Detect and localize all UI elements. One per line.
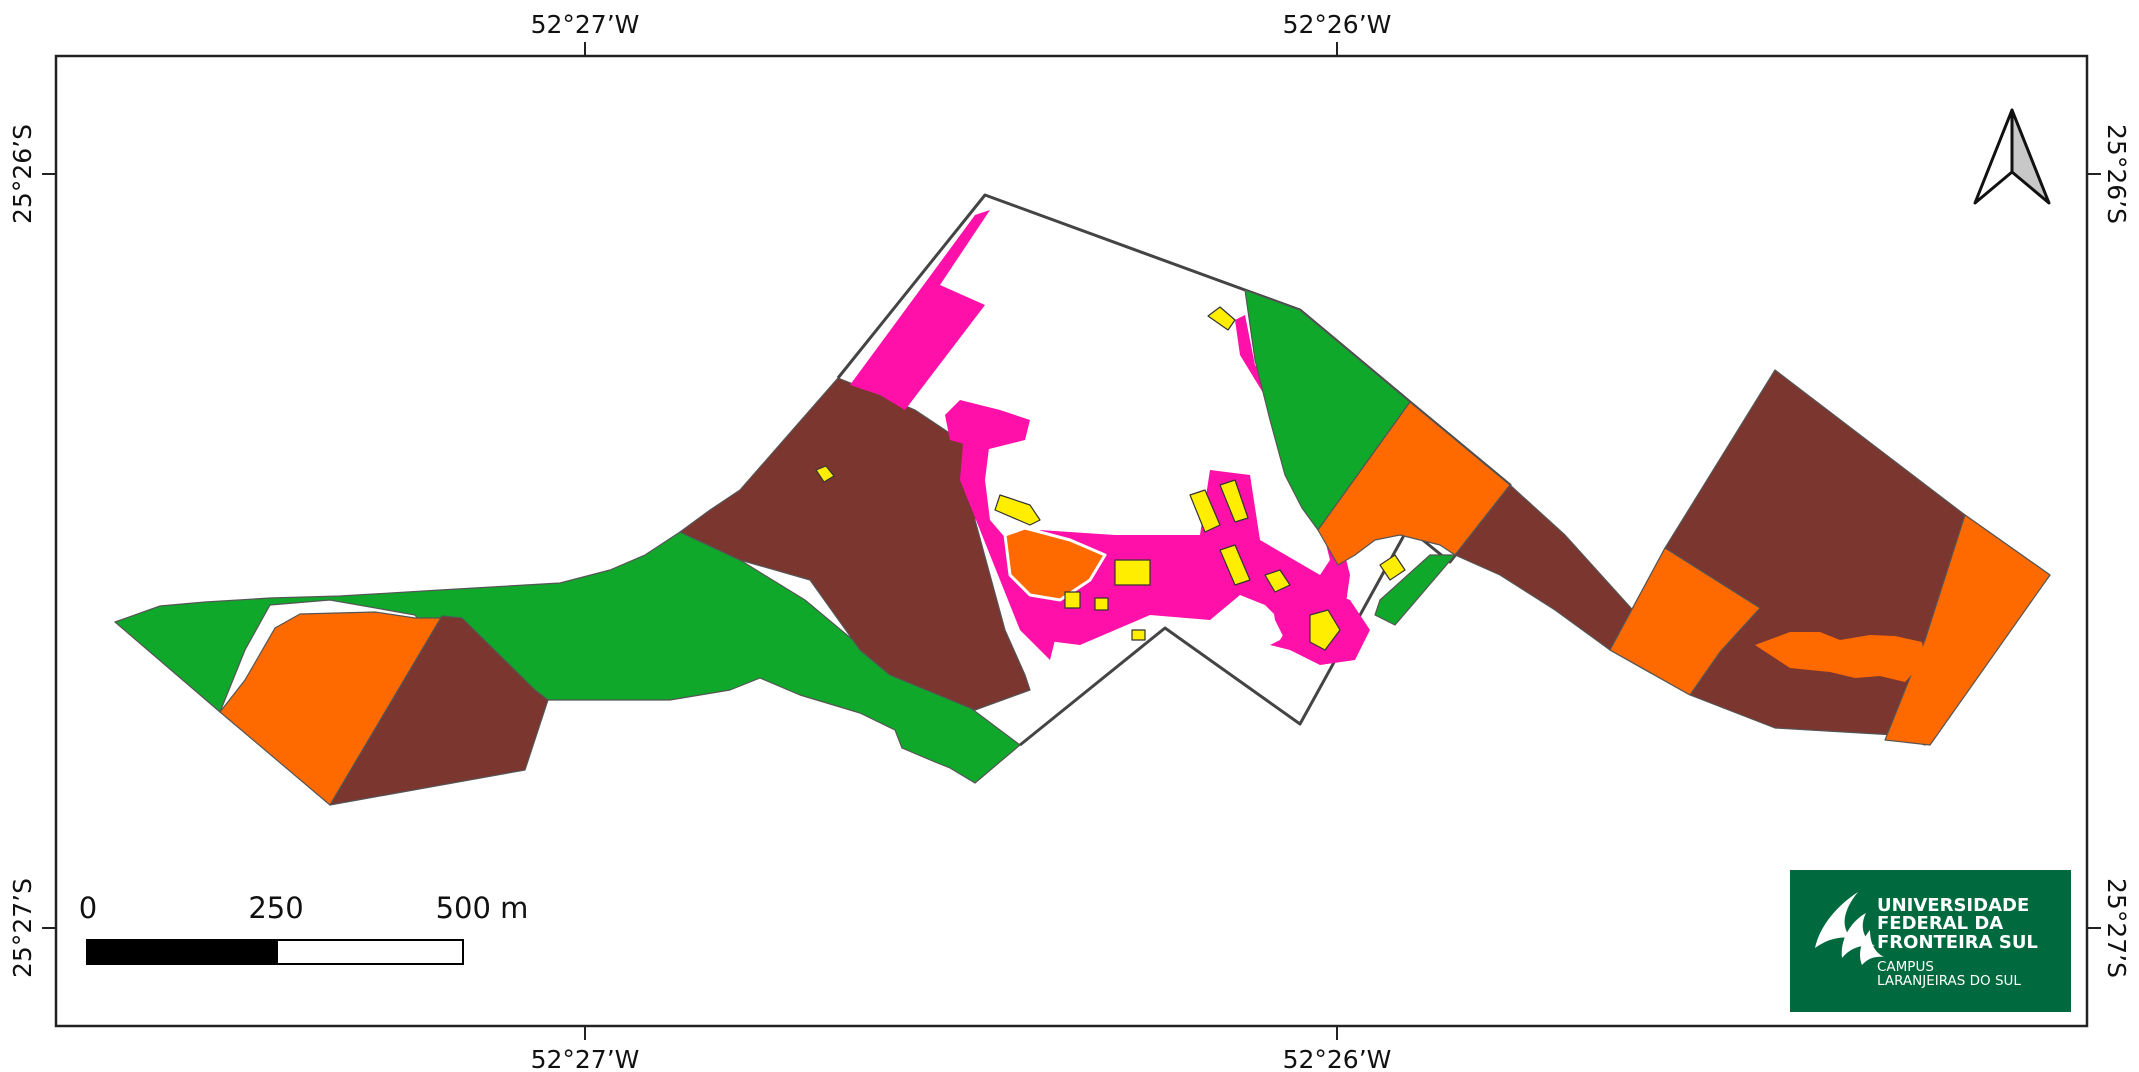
logo-background [1790, 870, 2071, 1012]
built-area-north [850, 210, 990, 410]
building [815, 465, 835, 483]
lon-label-bottom-right: 52°26’W [1283, 1045, 1392, 1072]
lon-label-top-left: 52°27’W [531, 10, 640, 39]
built-area-sports [945, 400, 1030, 450]
scale-label-250: 250 [248, 891, 303, 925]
land-use-layer [114, 193, 2051, 806]
building [1064, 591, 1081, 609]
scale-label-0: 0 [79, 891, 97, 925]
crop-east-1 [1609, 547, 1761, 696]
logo-line-2: FEDERAL DA [1877, 913, 2003, 934]
lat-label-left-top: 25°26’S [8, 124, 37, 224]
building [994, 494, 1041, 526]
institution-logo: UNIVERSIDADE FEDERAL DA FRONTEIRA SUL CA… [1790, 870, 2071, 1012]
crop-east-3 [1755, 632, 1925, 682]
north-arrow-icon [1973, 108, 2051, 205]
building [1264, 569, 1291, 593]
scale-label-500: 500 m [436, 891, 529, 925]
building [1219, 544, 1251, 586]
pasture-central [679, 377, 1031, 711]
lat-label-left-bottom: 25°27’S [8, 878, 37, 978]
lat-label-right-bottom: 25°27’S [2102, 878, 2131, 978]
scale-bar-segment-white [276, 939, 464, 965]
scale-bar: 0 250 500 m [79, 891, 529, 965]
scale-bar-segment-black [86, 939, 278, 965]
building [1207, 306, 1236, 331]
lon-label-bottom-left: 52°27’W [531, 1045, 640, 1072]
building [1219, 479, 1249, 523]
forest-patch [1374, 554, 1456, 626]
logo-line-5: LARANJEIRAS DO SUL [1877, 973, 2021, 989]
building [1379, 554, 1406, 581]
logo-emblem-icon [1815, 892, 1884, 965]
lat-label-right-top: 25°26’S [2102, 124, 2131, 224]
forest-central-east [1244, 289, 1411, 531]
crop-campus-center [1003, 526, 1107, 602]
graticule-ticks [42, 42, 2101, 1040]
crop-central-east [1317, 401, 1511, 566]
logo-line-1: UNIVERSIDADE [1877, 895, 2029, 916]
built-area-roads [960, 420, 1060, 660]
building [1114, 559, 1151, 586]
lon-label-top-right: 52°26’W [1283, 10, 1392, 39]
buildings [815, 306, 1406, 651]
logo-line-4: CAMPUS [1877, 959, 1934, 975]
building [1189, 489, 1221, 533]
building [1309, 609, 1341, 651]
building [1094, 597, 1109, 611]
building [1131, 629, 1146, 641]
pasture-west [329, 615, 549, 806]
logo-line-3: FRONTEIRA SUL [1877, 932, 2038, 953]
